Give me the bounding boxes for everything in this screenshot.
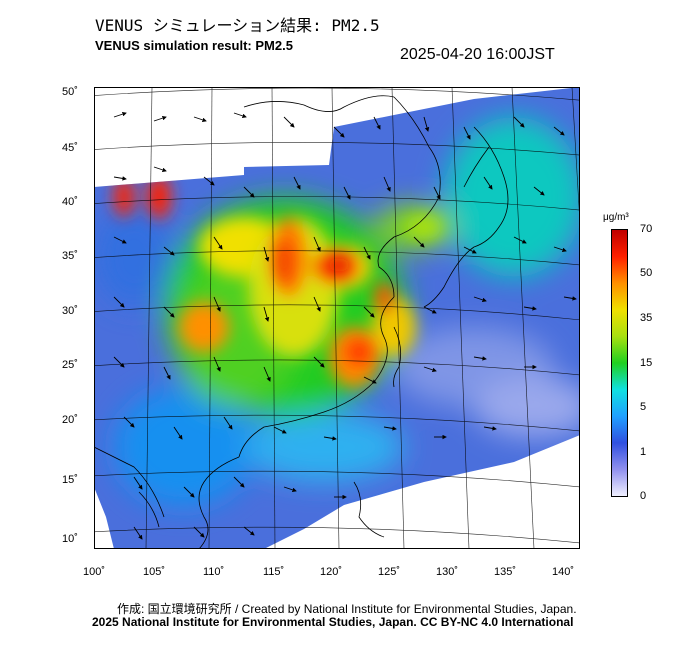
lat-label-30: 30˚ [62, 305, 78, 317]
graticule [94, 87, 580, 549]
lon-label-120: 120˚ [320, 566, 343, 578]
title-en: VENUS simulation result: PM2.5 [95, 38, 293, 53]
lon-label-135: 135˚ [494, 566, 517, 578]
colorbar-tick-50: 50 [640, 267, 653, 279]
lat-label-15: 15˚ [62, 474, 78, 486]
lat-label-20: 20˚ [62, 414, 78, 426]
colorbar-tick-15: 15 [640, 357, 653, 369]
lon-label-115: 115˚ [263, 566, 285, 578]
lat-label-45: 45˚ [62, 142, 78, 154]
pm25-field-svg [94, 87, 580, 549]
colorbar-unit: μg/m³ [603, 212, 629, 223]
lat-label-40: 40˚ [62, 196, 78, 208]
lon-label-130: 130˚ [436, 566, 459, 578]
lon-label-105: 105˚ [143, 566, 166, 578]
wind-vectors [113, 112, 577, 540]
credit-line: 作成: 国立環境研究所 / Created by National Instit… [117, 602, 577, 616]
title-jp: VENUS シミュレーション結果: PM2.5 [95, 16, 380, 35]
colorbar-tick-5: 5 [640, 401, 647, 413]
license-line: 2025 National Institute for Environmenta… [92, 615, 574, 629]
lat-label-35: 35˚ [62, 250, 78, 262]
lat-label-25: 25˚ [62, 359, 78, 371]
map-panel [94, 87, 580, 549]
lon-label-125: 125˚ [378, 566, 401, 578]
lat-label-50: 50˚ [62, 86, 78, 98]
colorbar-tick-0: 0 [640, 490, 647, 502]
colorbar [611, 229, 628, 497]
colorbar-tick-70: 70 [640, 223, 653, 235]
concentration-field [94, 87, 580, 549]
colorbar-tick-35: 35 [640, 312, 653, 324]
lon-label-140: 140˚ [552, 566, 575, 578]
timestamp: 2025-04-20 16:00JST [400, 46, 555, 63]
colorbar-tick-1: 1 [640, 446, 647, 458]
lat-label-10: 10˚ [62, 533, 78, 545]
lon-label-100: 100˚ [83, 566, 106, 578]
coastlines [94, 95, 509, 549]
lon-label-110: 110˚ [203, 566, 225, 578]
